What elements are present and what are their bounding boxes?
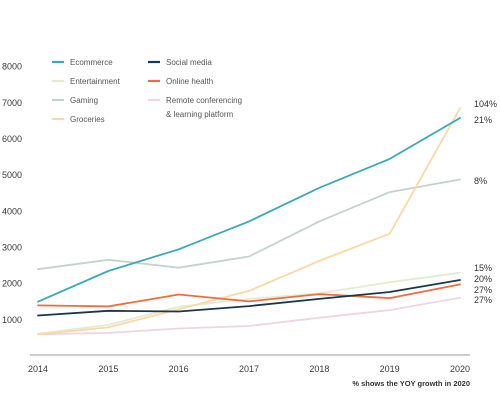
legend-label: Social media [166, 58, 212, 67]
growth-label: 20% [474, 274, 492, 284]
y-tick-label: 1000 [2, 315, 22, 325]
growth-label: 8% [474, 176, 487, 186]
y-axis-ticks: 1000 2000 3000 4000 5000 6000 7000 8000 [2, 62, 22, 325]
y-tick-label: 7000 [2, 98, 22, 108]
series-line-online-health [37, 283, 461, 308]
x-tick-label: 2019 [380, 364, 400, 374]
legend-label: Ecommerce [70, 58, 113, 67]
series-line-remote-conferencing-learning-platform [37, 296, 461, 336]
growth-label: 27% [474, 285, 492, 295]
legend-label: Entertainment [70, 77, 121, 86]
series-lines [37, 107, 461, 336]
growth-label: 27% [474, 295, 492, 305]
y-tick-label: 2000 [2, 279, 22, 289]
series-line-social-media [37, 279, 461, 317]
legend-label: Groceries [70, 115, 105, 124]
legend-label: Remote conferencing [166, 96, 242, 105]
x-tick-label: 2015 [98, 364, 118, 374]
x-axis-ticks: 2014 2015 2016 2017 2018 2019 2020 [28, 364, 470, 374]
x-tick-label: 2020 [450, 364, 470, 374]
growth-label: 21% [474, 115, 492, 125]
footnote: % shows the YOY growth in 2020 [352, 379, 470, 388]
growth-label: 104% [474, 99, 497, 109]
legend-label: & learning platform [166, 110, 233, 119]
y-tick-label: 4000 [2, 206, 22, 216]
legend: Ecommerce Social media Entertainment Online… [52, 58, 242, 124]
y-tick-label: 5000 [2, 170, 22, 180]
y-tick-label: 6000 [2, 134, 22, 144]
x-tick-label: 2014 [28, 364, 48, 374]
growth-labels: 21%15%8%104%20%27%27% [474, 99, 497, 305]
legend-label: Online health [166, 77, 213, 86]
growth-label: 15% [474, 263, 492, 273]
series-line-ecommerce [37, 117, 461, 303]
x-tick-label: 2018 [309, 364, 329, 374]
series-line-gaming [37, 178, 461, 271]
legend-label: Gaming [70, 96, 98, 105]
x-tick-label: 2016 [169, 364, 189, 374]
y-tick-label: 8000 [2, 62, 22, 72]
series-line-entertainment [37, 271, 461, 335]
y-tick-label: 3000 [2, 242, 22, 252]
series-line-groceries [37, 107, 461, 336]
x-tick-label: 2017 [239, 364, 259, 374]
